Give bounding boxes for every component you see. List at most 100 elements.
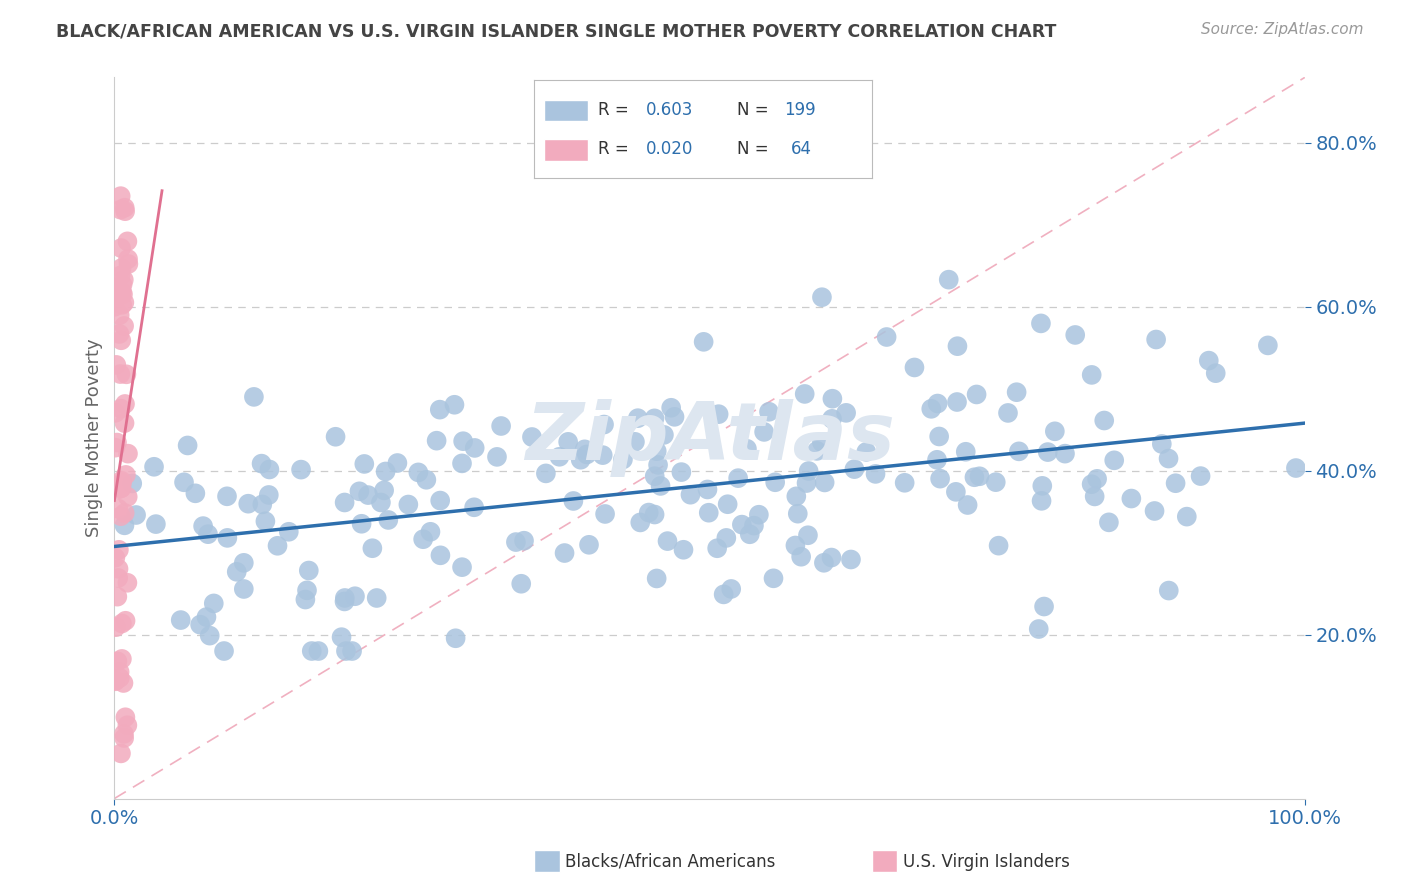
Point xyxy=(969,469,991,483)
Point xyxy=(307,644,329,658)
Point xyxy=(650,479,672,493)
Point xyxy=(121,476,143,491)
Point xyxy=(110,474,132,488)
Point xyxy=(593,417,616,432)
Point xyxy=(716,531,738,545)
Point xyxy=(1175,509,1198,524)
Point xyxy=(697,506,720,520)
Point xyxy=(108,671,131,685)
Point xyxy=(1028,622,1050,636)
Point xyxy=(925,452,948,467)
Point xyxy=(811,435,834,450)
Point xyxy=(1092,413,1115,427)
Point xyxy=(110,189,132,203)
Text: Source: ZipAtlas.com: Source: ZipAtlas.com xyxy=(1201,22,1364,37)
Point xyxy=(574,442,596,457)
Point xyxy=(108,665,131,679)
Point xyxy=(548,450,571,464)
Point xyxy=(451,560,474,574)
Point xyxy=(865,467,887,481)
Point xyxy=(114,710,136,724)
Point xyxy=(353,457,375,471)
Point xyxy=(343,589,366,603)
Point xyxy=(464,441,486,455)
Point xyxy=(643,411,665,425)
Point xyxy=(184,486,207,500)
Point xyxy=(821,412,844,426)
Point xyxy=(997,406,1019,420)
Point xyxy=(257,488,280,502)
Point xyxy=(176,438,198,452)
Point xyxy=(408,466,430,480)
Point xyxy=(104,620,127,634)
Point xyxy=(412,532,434,546)
Point xyxy=(786,507,808,521)
Point xyxy=(707,407,730,421)
Point xyxy=(111,287,134,301)
Point xyxy=(111,652,134,666)
Point xyxy=(215,489,238,503)
Point xyxy=(444,632,467,646)
Point xyxy=(173,475,195,490)
Point xyxy=(920,401,942,416)
Point xyxy=(1043,425,1066,439)
Point xyxy=(108,542,131,557)
Point xyxy=(117,447,139,461)
Point xyxy=(104,441,127,455)
Point xyxy=(813,556,835,570)
Point xyxy=(790,549,813,564)
Point xyxy=(1144,333,1167,347)
Point xyxy=(876,330,898,344)
Point xyxy=(1064,328,1087,343)
Point xyxy=(593,507,616,521)
Point xyxy=(1102,453,1125,467)
Point xyxy=(927,396,949,410)
Point xyxy=(814,475,837,490)
Point xyxy=(110,202,132,217)
Point xyxy=(938,273,960,287)
Point xyxy=(628,516,651,530)
Text: Blacks/African Americans: Blacks/African Americans xyxy=(565,853,776,871)
Point xyxy=(349,484,371,499)
Point xyxy=(713,587,735,601)
Point xyxy=(612,452,634,467)
Text: N =: N = xyxy=(737,140,773,159)
Point xyxy=(534,467,557,481)
Point xyxy=(419,524,441,539)
Point xyxy=(107,571,129,585)
Point xyxy=(104,550,127,565)
Point xyxy=(170,613,193,627)
Text: 0.020: 0.020 xyxy=(645,140,693,159)
Point xyxy=(252,497,274,511)
Point xyxy=(117,235,139,249)
Y-axis label: Single Mother Poverty: Single Mother Poverty xyxy=(86,339,103,537)
Text: 64: 64 xyxy=(790,140,811,159)
Point xyxy=(110,401,132,416)
Point xyxy=(108,326,131,341)
Point xyxy=(110,268,132,283)
Point xyxy=(104,674,127,689)
Point xyxy=(254,514,277,528)
Point xyxy=(520,430,543,444)
Point xyxy=(107,562,129,576)
Point xyxy=(738,527,761,541)
Point xyxy=(250,457,273,471)
Point xyxy=(1033,599,1056,614)
Point xyxy=(696,483,718,497)
Point xyxy=(928,429,950,443)
Point xyxy=(335,644,357,658)
Point xyxy=(578,538,600,552)
Point xyxy=(108,308,131,322)
Point xyxy=(107,654,129,668)
Point xyxy=(844,462,866,476)
Point xyxy=(112,295,135,310)
Point xyxy=(117,257,139,271)
Point xyxy=(647,458,669,472)
Point xyxy=(325,430,347,444)
Point xyxy=(117,575,139,590)
Point xyxy=(108,287,131,301)
Point xyxy=(114,614,136,628)
Point xyxy=(946,395,969,409)
Point xyxy=(793,387,815,401)
Point xyxy=(357,488,380,502)
